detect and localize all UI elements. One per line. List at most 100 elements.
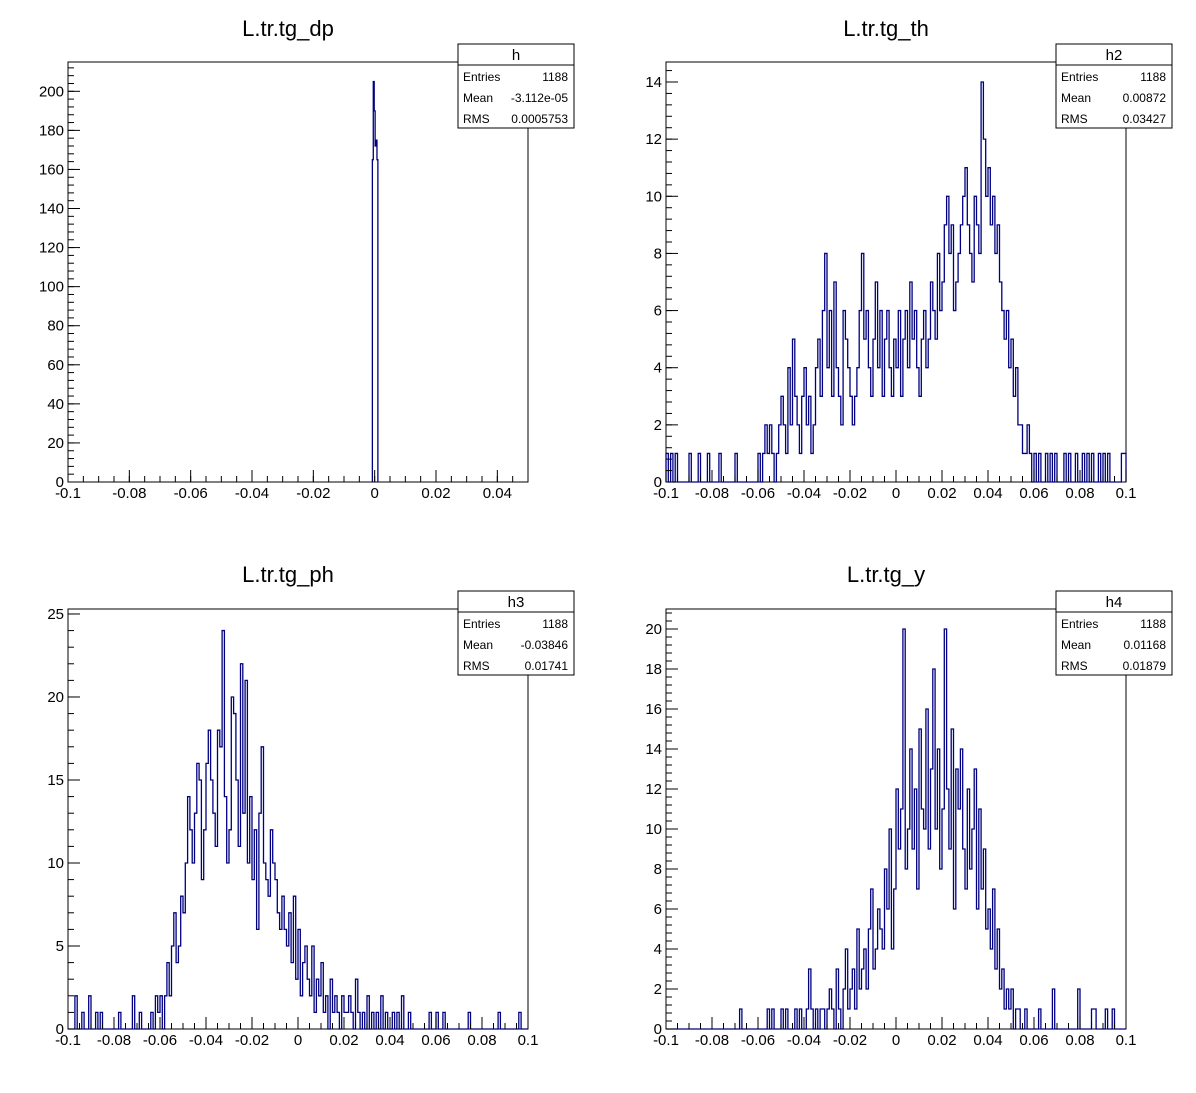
stats-value-mean: 0.01168 [1124, 638, 1167, 652]
y-tick-label: 8 [654, 861, 662, 878]
x-tick-label: 0.02 [421, 485, 450, 502]
stats-label-rms: RMS [463, 659, 490, 673]
x-tick-label: 0.08 [1065, 1032, 1094, 1049]
x-tick-label: 0.04 [973, 485, 1002, 502]
histogram-title: L.tr.tg_ph [242, 562, 334, 587]
y-tick-label: 0 [56, 474, 64, 491]
y-tick-label: 16 [645, 701, 662, 718]
histogram-line [665, 81, 1127, 483]
x-tick-label: 0.06 [1019, 485, 1048, 502]
x-tick-label: -0.04 [787, 1032, 821, 1049]
x-tick-label: -0.02 [296, 485, 330, 502]
x-tick-label: 0 [892, 1032, 900, 1049]
x-tick-label: -0.06 [741, 485, 775, 502]
stats-value-entries: 1188 [542, 617, 568, 631]
x-tick-label: -0.1 [55, 485, 81, 502]
x-tick-label: -0.04 [189, 1032, 223, 1049]
y-tick-label: 10 [645, 188, 662, 205]
stats-value-rms: 0.0005753 [511, 112, 568, 126]
stats-box: h4 Entries 1188 Mean 0.01168 RMS 0.01879 [1055, 590, 1173, 676]
x-tick-label: -0.02 [833, 1032, 867, 1049]
stats-name: h4 [1106, 594, 1123, 611]
stats-name: h [512, 47, 520, 64]
y-tick-label: 2 [654, 417, 662, 434]
histogram-line [371, 80, 379, 482]
histogram-line [666, 628, 1126, 1030]
y-tick-label: 12 [645, 781, 662, 798]
stats-label-rms: RMS [1061, 659, 1088, 673]
x-tick-label: -0.04 [787, 485, 821, 502]
y-tick-label: 14 [645, 741, 662, 758]
x-tick-label: 0.1 [518, 1032, 539, 1049]
x-tick-label: -0.08 [695, 485, 729, 502]
stats-label-entries: Entries [463, 70, 500, 84]
x-tick-label: 0.02 [927, 485, 956, 502]
histogram-pad-h3: L.tr.tg_ph -0.1 -0.08 -0.06 -0.04 -0.02 0 0.02 0… [47, 562, 575, 1049]
stats-label-mean: Mean [1061, 91, 1091, 105]
x-tick-label: -0.1 [653, 1032, 679, 1049]
x-tick-label: 0.04 [973, 1032, 1002, 1049]
stats-name: h2 [1106, 47, 1123, 64]
x-tick-label: -0.08 [112, 485, 146, 502]
stats-label-mean: Mean [463, 91, 493, 105]
y-tick-label: 18 [645, 661, 662, 678]
x-tick-label: 0 [892, 485, 900, 502]
y-tick-label: 20 [645, 621, 662, 638]
x-tick-label: 0.04 [483, 485, 512, 502]
stats-value-entries: 1188 [542, 70, 568, 84]
y-tick-label: 2 [654, 981, 662, 998]
y-tick-label: 6 [654, 303, 662, 320]
stats-label-entries: Entries [463, 617, 500, 631]
stats-label-rms: RMS [463, 112, 490, 126]
x-tick-label: 0.08 [467, 1032, 496, 1049]
stats-value-rms: 0.01879 [1123, 659, 1167, 673]
x-tick-label: -0.04 [235, 485, 269, 502]
stats-value-rms: 0.01741 [525, 659, 569, 673]
y-tick-label: 0 [654, 1021, 662, 1038]
stats-box-frame [457, 590, 575, 676]
histogram-title: L.tr.tg_dp [242, 16, 334, 41]
x-tick-label: -0.02 [235, 1032, 269, 1049]
histogram-title: L.tr.tg_th [843, 16, 929, 41]
stats-label-entries: Entries [1061, 617, 1098, 631]
x-tick-label: 0.04 [375, 1032, 404, 1049]
y-tick-label: 80 [47, 318, 64, 335]
y-tick-label: 4 [654, 360, 662, 377]
histogram-pad-h4: L.tr.tg_y -0.1 -0.08 -0.06 -0.04 -0.02 0 0.02 0.… [645, 562, 1173, 1049]
histogram-line [68, 629, 528, 1030]
x-tick-label: -0.02 [833, 485, 867, 502]
y-tick-label: 4 [654, 941, 662, 958]
y-tick-label: 10 [645, 821, 662, 838]
x-tick-label: 0 [370, 485, 378, 502]
histogram-pad-h2: L.tr.tg_th -0.1 -0.08 -0.06 -0.04 -0.02 0 0.02 0… [645, 16, 1173, 502]
x-tick-label: 0.08 [1065, 485, 1094, 502]
y-tick-label: 12 [645, 131, 662, 148]
y-tick-label: 100 [39, 279, 64, 296]
stats-name: h3 [508, 594, 525, 611]
y-tick-label: 8 [654, 245, 662, 262]
y-tick-label: 200 [39, 83, 64, 100]
stats-box: h3 Entries 1188 Mean -0.03846 RMS 0.01741 [457, 590, 575, 676]
x-tick-label: -0.06 [143, 1032, 177, 1049]
x-tick-label: -0.06 [741, 1032, 775, 1049]
y-tick-label: 0 [56, 1021, 64, 1038]
y-tick-label: 25 [47, 606, 64, 623]
x-tick-label: 0.02 [927, 1032, 956, 1049]
y-tick-label: 10 [47, 855, 64, 872]
stats-label-mean: Mean [1061, 638, 1091, 652]
stats-box-frame [1055, 43, 1173, 129]
y-tick-label: 15 [47, 772, 64, 789]
stats-box: h2 Entries 1188 Mean 0.00872 RMS 0.03427 [1055, 43, 1173, 129]
stats-value-entries: 1188 [1140, 617, 1166, 631]
x-tick-label: 0 [294, 1032, 302, 1049]
stats-box-frame [457, 43, 575, 129]
x-tick-label: 0.1 [1116, 1032, 1137, 1049]
stats-value-mean: -3.112e-05 [511, 91, 568, 105]
y-tick-label: 0 [654, 474, 662, 491]
stats-label-mean: Mean [463, 638, 493, 652]
y-tick-label: 140 [39, 201, 64, 218]
y-tick-label: 40 [47, 396, 64, 413]
x-tick-label: -0.08 [695, 1032, 729, 1049]
stats-value-mean: -0.03846 [521, 638, 569, 652]
